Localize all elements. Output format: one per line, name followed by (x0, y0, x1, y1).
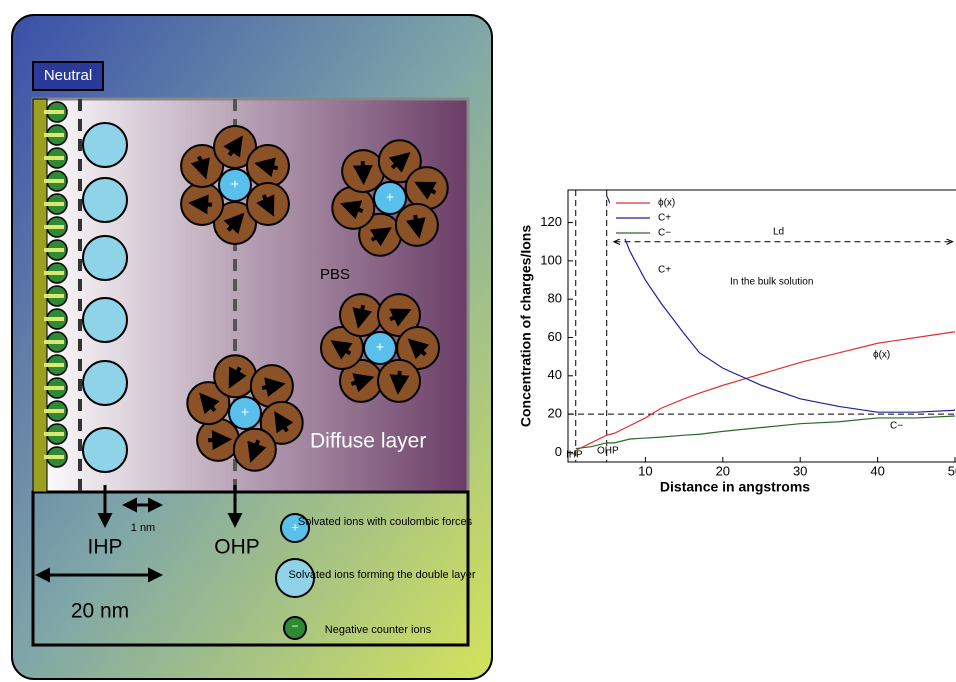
counter-stripe (44, 225, 64, 229)
solvated-ion (83, 236, 127, 280)
y-tick-label: 80 (548, 291, 562, 306)
legend-text: Solvated ions with coulombic forces (298, 516, 473, 528)
counter-stripe (44, 110, 64, 114)
y-axis-label: Concentration of charges/Ions (518, 225, 534, 427)
legend-label: C+ (658, 213, 671, 224)
counter-stripe (44, 363, 64, 367)
annotation: ϕ(x) (873, 350, 890, 361)
ohp-label: OHP (214, 536, 260, 559)
counter-stripe (44, 294, 64, 298)
counter-stripe (44, 248, 64, 252)
diagram: Neutral PBS Diffuse layer 1 nm IHP OHP 2… (12, 15, 492, 679)
dipole-arrow (192, 203, 212, 205)
legend-line: Solvated ions forming the double layer (288, 569, 475, 581)
x-axis-label: Distance in angstroms (660, 479, 810, 495)
width-label: 20 nm (71, 600, 129, 623)
annotation: Ld (773, 227, 784, 238)
legend-label: C− (658, 228, 671, 239)
y-tick-label: 100 (540, 252, 562, 267)
legend-line: Solvated ions with coulombic forces (298, 516, 473, 528)
counter-stripe (44, 455, 64, 459)
counter-stripe (44, 386, 64, 390)
solvated-ion (83, 123, 127, 167)
neutral-label: Neutral (44, 67, 92, 84)
counter-stripe (44, 271, 64, 275)
plus-sign: + (231, 176, 239, 192)
nm-label: 1 nm (131, 522, 155, 534)
minus-sign: − (291, 619, 298, 633)
plus-sign: + (386, 189, 394, 205)
legend-text: Solvated ions forming the double layer (288, 569, 475, 581)
dipole-arrow (363, 161, 364, 181)
counter-stripe (44, 202, 64, 206)
plus-sign: + (376, 339, 384, 355)
annotation: In the bulk solution (730, 277, 813, 288)
x-tick-label: 50 (948, 463, 956, 478)
counter-stripe (44, 409, 64, 413)
solvated-ion (83, 428, 127, 472)
diffuse-label: Diffuse layer (310, 430, 426, 453)
annotation: C− (890, 421, 903, 432)
solvated-ion (83, 178, 127, 222)
ihp-label: IHP (87, 536, 122, 559)
dipole-arrow (208, 439, 228, 440)
annotation: IHP (566, 450, 583, 461)
legend-label: ϕ(x) (658, 198, 675, 209)
counter-stripe (44, 179, 64, 183)
x-tick-label: 10 (638, 463, 652, 478)
plus-sign: + (241, 404, 249, 420)
counter-stripe (44, 340, 64, 344)
y-tick-label: 0 (555, 444, 562, 459)
series-line (576, 332, 955, 451)
solvated-ion (83, 298, 127, 342)
counter-stripe (44, 156, 64, 160)
dipole-arrow (398, 371, 400, 391)
y-tick-label: 20 (548, 406, 562, 421)
solvated-ion (83, 361, 127, 405)
counter-stripe (44, 317, 64, 321)
annotation: C+ (658, 265, 671, 276)
x-tick-label: 20 (716, 463, 730, 478)
y-tick-label: 120 (540, 214, 562, 229)
x-tick-label: 40 (870, 463, 884, 478)
page: Neutral PBS Diffuse layer 1 nm IHP OHP 2… (0, 0, 956, 682)
counter-stripe (44, 133, 64, 137)
y-tick-label: 40 (548, 367, 562, 382)
annotation: OHP (597, 446, 619, 457)
x-tick-label: 30 (793, 463, 807, 478)
figure: Neutral PBS Diffuse layer 1 nm IHP OHP 2… (0, 0, 956, 682)
counter-stripe (44, 432, 64, 436)
y-tick-label: 60 (548, 329, 562, 344)
pbs-label: PBS (320, 266, 350, 283)
chart: Distance in angstroms Concentration of c… (518, 190, 956, 495)
legend-text: Negative counter ions (325, 624, 432, 636)
